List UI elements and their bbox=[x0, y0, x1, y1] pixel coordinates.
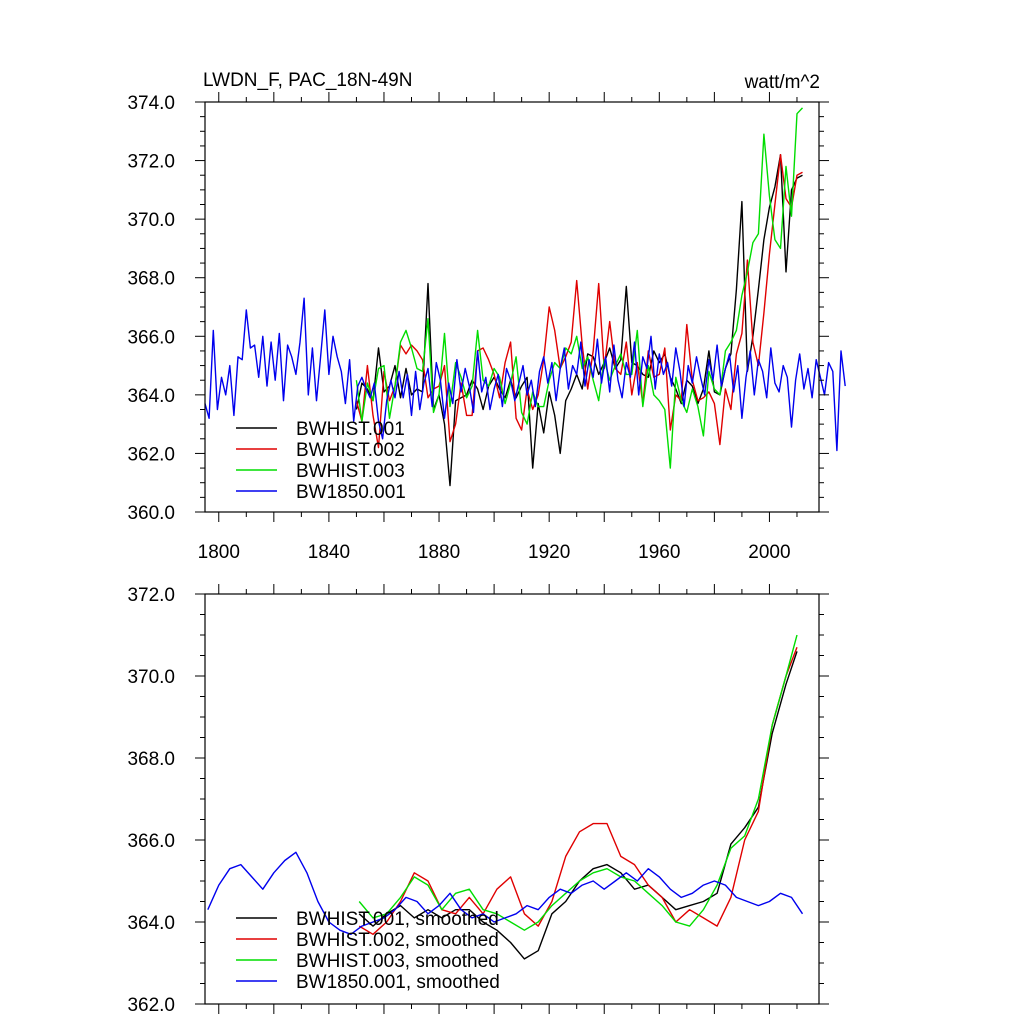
top-series-line-4 bbox=[204, 297, 846, 452]
legend-label: BWHIST.003, smoothed bbox=[296, 951, 499, 972]
top-chart-title: LWDN_F, PAC_18N-49N bbox=[203, 70, 412, 91]
y-tick-label: 364.0 bbox=[127, 913, 175, 934]
y-tick-label: 362.0 bbox=[127, 995, 175, 1016]
legend-label: BWHIST.002, smoothed bbox=[296, 930, 499, 951]
x-tick-label: 1840 bbox=[308, 542, 350, 563]
y-tick-label: 372.0 bbox=[127, 152, 175, 173]
legend-label: BWHIST.003 bbox=[296, 461, 405, 482]
y-tick-label: 362.0 bbox=[127, 444, 175, 465]
legend-label: BWHIST.001 bbox=[296, 419, 405, 440]
x-tick-label: 1960 bbox=[638, 542, 680, 563]
bottom-series-line-2 bbox=[358, 647, 798, 935]
bottom-series-line-3 bbox=[358, 634, 798, 931]
y-tick-label: 360.0 bbox=[127, 503, 175, 524]
y-tick-label: 368.0 bbox=[127, 269, 175, 290]
top-series-layer bbox=[204, 107, 846, 487]
bottom-axis-ticks: 362.0 364.0 366.0 368.0 370.0 372.0 bbox=[127, 584, 829, 1016]
x-tick-label: 1800 bbox=[198, 542, 240, 563]
y-tick-label: 368.0 bbox=[127, 749, 175, 770]
y-tick-label: 364.0 bbox=[127, 386, 175, 407]
bottom-series-layer bbox=[207, 634, 804, 960]
top-chart-panel: 1800 1840 1880 1920 1960 2000 360.0 362.0 364.0 3… bbox=[127, 70, 846, 563]
y-tick-label: 374.0 bbox=[127, 93, 175, 114]
legend-label: BW1850.001, smoothed bbox=[296, 972, 500, 993]
legend-label: BWHIST.001, smoothed bbox=[296, 909, 499, 930]
x-tick-label: 1880 bbox=[418, 542, 460, 563]
y-tick-label: 370.0 bbox=[127, 210, 175, 231]
y-tick-label: 366.0 bbox=[127, 831, 175, 852]
legend-label: BWHIST.002 bbox=[296, 440, 405, 461]
bottom-chart-panel: 362.0 364.0 366.0 368.0 370.0 372.0 BWHIST.00… bbox=[127, 584, 829, 1016]
y-tick-label: 372.0 bbox=[127, 585, 175, 606]
top-chart-units: watt/m^2 bbox=[744, 72, 820, 93]
top-axis-ticks: 1800 1840 1880 1920 1960 2000 360.0 362.0 364.0 3… bbox=[127, 92, 829, 563]
x-tick-label: 2000 bbox=[748, 542, 790, 563]
bottom-series-line-4 bbox=[207, 851, 804, 935]
top-series-line-3 bbox=[355, 107, 804, 469]
x-tick-label: 1920 bbox=[528, 542, 570, 563]
legend-label: BW1850.001 bbox=[296, 482, 406, 503]
y-tick-label: 370.0 bbox=[127, 667, 175, 688]
y-tick-label: 366.0 bbox=[127, 327, 175, 348]
